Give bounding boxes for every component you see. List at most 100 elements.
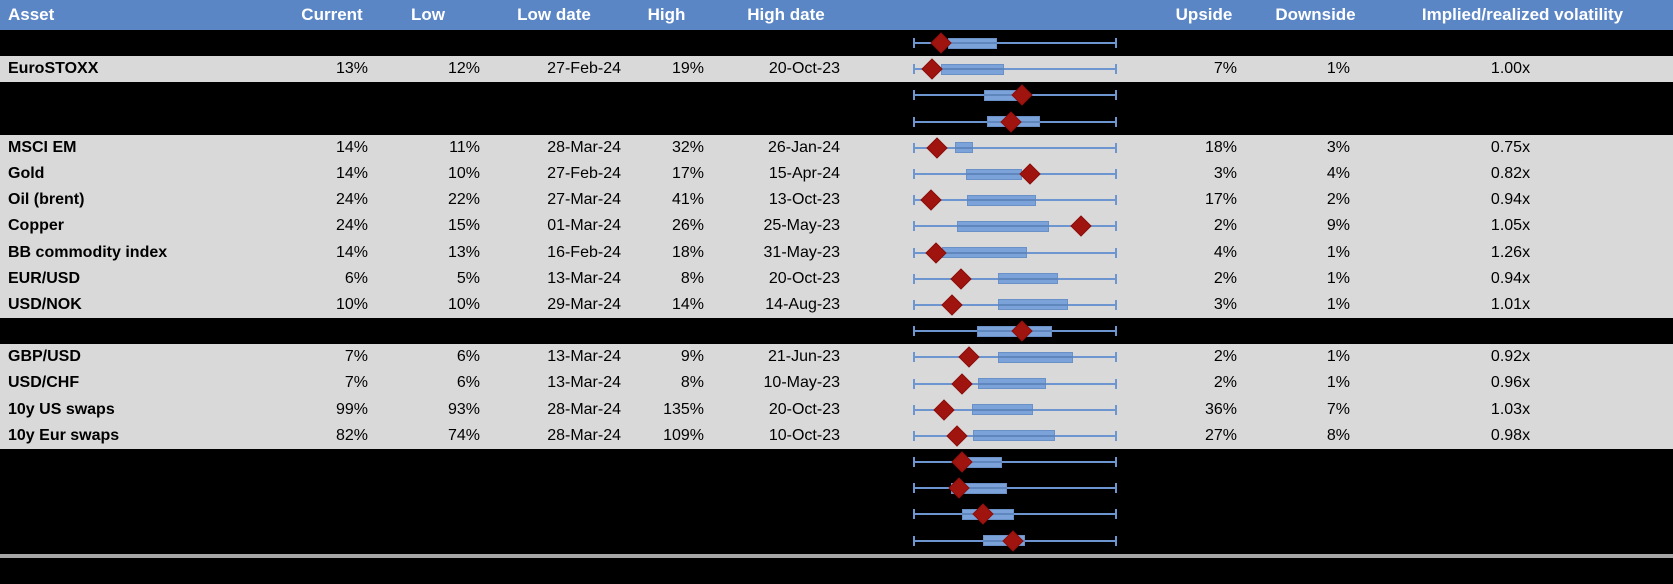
boxplot-track [913, 266, 1117, 292]
high-date-cell: 31-May-23 [763, 243, 840, 261]
box-midline [998, 277, 1059, 280]
whisker-cap-left [913, 404, 915, 415]
range-boxplot [849, 475, 1149, 501]
current-marker-diamond-icon [946, 425, 968, 447]
table-row: USD/NOK 10% 10% 29-Mar-24 14% 14-Aug-23 … [0, 291, 1673, 319]
upside-cell: 18% [1204, 138, 1237, 156]
range-boxplot [849, 187, 1149, 213]
high-cell: 41% [671, 191, 704, 209]
low-cell: 10% [447, 295, 480, 313]
whisker-line [913, 513, 1117, 516]
asset-name-cell: GBP/USD [8, 348, 81, 366]
range-boxplot [849, 213, 1149, 239]
whisker-line [913, 68, 1117, 71]
downside-cell: 1% [1326, 374, 1350, 392]
current-cell: 99% [335, 400, 368, 418]
range-boxplot [849, 292, 1149, 318]
box-midline [955, 146, 973, 149]
low-date-cell: 27-Feb-24 [547, 60, 621, 78]
whisker-cap-right [1115, 378, 1117, 389]
current-cell: 24% [335, 191, 368, 209]
whisker-cap-right [1115, 169, 1117, 180]
table-row: GBP/USD 7% 6% 13-Mar-24 9% 21-Jun-23 2% … [0, 344, 1673, 371]
asset-name-cell: BB commodity index [8, 243, 168, 261]
range-boxplot [849, 135, 1149, 161]
downside-cell: 3% [1326, 138, 1350, 156]
low-cell: 74% [447, 426, 480, 444]
whisker-cap-right [1115, 457, 1117, 468]
implied-realized-cell: 0.82x [1490, 164, 1531, 182]
upside-cell: 7% [1213, 60, 1237, 78]
current-marker-diamond-icon [1002, 530, 1024, 552]
table-row: 10y US swaps 99% 93% 28-Mar-24 135% 20-O… [0, 396, 1673, 423]
box-midline [940, 68, 1004, 71]
current-marker-diamond-icon [933, 399, 955, 421]
current-marker-diamond-icon [930, 32, 952, 54]
boxplot-track [913, 213, 1117, 239]
boxplot-track [913, 292, 1117, 318]
header-low-date: Low date [517, 5, 591, 24]
whisker-cap-right [1115, 273, 1117, 284]
header-implied-realized-volatility: Implied/realized volatility [1421, 5, 1624, 24]
asset-name-cell: USD/NOK [8, 295, 82, 313]
low-cell: 12% [447, 60, 480, 78]
downside-cell: 4% [1326, 164, 1350, 182]
current-cell: 82% [335, 426, 368, 444]
whisker-cap-left [913, 509, 915, 520]
table-body: EuroSTOXX 13% 12% 27-Feb-24 19% 20-Oct-2… [0, 30, 1673, 554]
low-date-cell: 13-Mar-24 [547, 269, 621, 287]
high-cell: 17% [671, 164, 704, 182]
downside-cell: 8% [1326, 426, 1350, 444]
header-current: Current [301, 5, 363, 24]
whisker-cap-right [1115, 535, 1117, 546]
table-row [0, 318, 1673, 345]
low-date-cell: 28-Mar-24 [547, 426, 621, 444]
whisker-cap-right [1115, 38, 1117, 49]
range-boxplot [849, 423, 1149, 449]
current-cell: 24% [335, 217, 368, 235]
boxplot-track [913, 56, 1117, 82]
header-high-date: High date [747, 5, 825, 24]
whisker-cap-right [1115, 352, 1117, 363]
boxplot-track [913, 161, 1117, 187]
whisker-cap-left [913, 352, 915, 363]
boxplot-track [913, 501, 1117, 527]
upside-cell: 27% [1204, 426, 1237, 444]
range-boxplot [849, 449, 1149, 475]
table-row: EuroSTOXX 13% 12% 27-Feb-24 19% 20-Oct-2… [0, 56, 1673, 83]
box-midline [983, 94, 1028, 97]
low-date-cell: 13-Mar-24 [547, 348, 621, 366]
table-row: MSCI EM 14% 11% 28-Mar-24 32% 26-Jan-24 … [0, 134, 1673, 161]
current-marker-diamond-icon [948, 477, 970, 499]
asset-name-cell: MSCI EM [8, 138, 77, 156]
implied-realized-cell: 1.26x [1490, 243, 1531, 261]
header-low: Low [411, 5, 445, 24]
low-date-cell: 27-Mar-24 [547, 191, 621, 209]
whisker-cap-left [913, 326, 915, 337]
whisker-cap-left [913, 90, 915, 101]
range-boxplot [849, 240, 1149, 266]
current-cell: 14% [335, 243, 368, 261]
table-row [0, 501, 1673, 528]
low-cell: 22% [447, 191, 480, 209]
high-date-cell: 20-Oct-23 [768, 400, 840, 418]
downside-cell: 9% [1326, 217, 1350, 235]
table-row [0, 82, 1673, 109]
downside-cell: 1% [1326, 60, 1350, 78]
current-marker-diamond-icon [1011, 320, 1033, 342]
current-cell: 7% [344, 374, 368, 392]
boxplot-track [913, 318, 1117, 344]
low-cell: 6% [456, 348, 480, 366]
high-cell: 32% [671, 138, 704, 156]
whisker-cap-left [913, 273, 915, 284]
high-date-cell: 10-May-23 [763, 374, 840, 392]
boxplot-track [913, 240, 1117, 266]
whisker-cap-left [913, 142, 915, 153]
low-date-cell: 27-Feb-24 [547, 164, 621, 182]
current-cell: 6% [344, 269, 368, 287]
low-cell: 6% [456, 374, 480, 392]
upside-cell: 36% [1204, 400, 1237, 418]
range-boxplot [849, 528, 1149, 554]
asset-name-cell: USD/CHF [8, 374, 80, 392]
range-boxplot [849, 56, 1149, 82]
